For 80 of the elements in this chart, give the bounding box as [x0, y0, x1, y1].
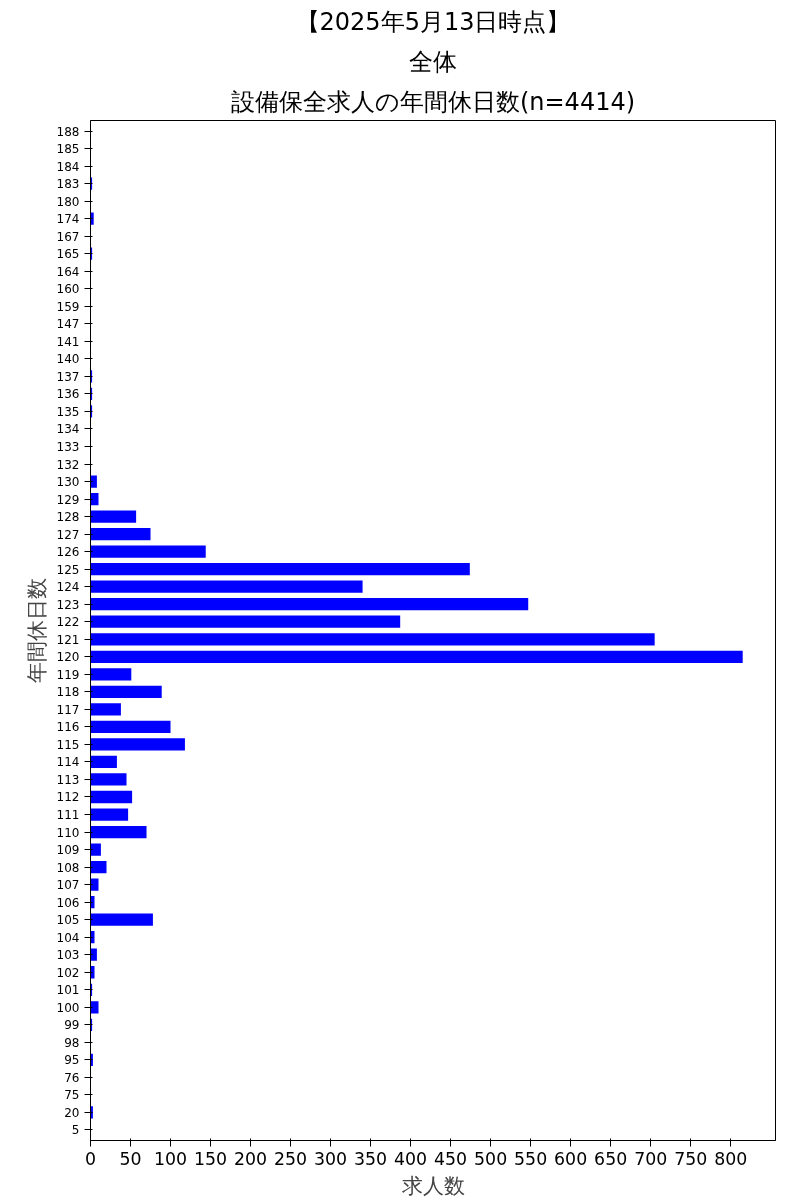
y-tick-label: 174	[56, 212, 80, 227]
y-tick-label: 130	[56, 475, 80, 490]
y-tick-label: 104	[56, 930, 80, 945]
x-tick-label: 100	[153, 1148, 188, 1169]
x-tick-label: 450	[434, 1148, 468, 1169]
y-tick-label: 140	[56, 352, 80, 367]
x-tick-label: 700	[634, 1148, 668, 1169]
y-tick-label: 159	[56, 299, 80, 314]
y-tick-label: 106	[56, 895, 80, 910]
y-tick-label: 180	[56, 194, 80, 209]
y-axis-title: 年間休日数	[23, 578, 49, 683]
y-tick-label: 136	[56, 387, 80, 402]
x-axis-title: 求人数	[401, 1172, 465, 1198]
y-tick-label: 102	[56, 965, 80, 980]
y-tick-label: 109	[56, 843, 80, 858]
x-tick-label: 600	[554, 1148, 588, 1169]
y-tick-label: 129	[56, 492, 80, 507]
y-tick-label: 103	[56, 948, 80, 963]
y-tick-label: 164	[56, 264, 80, 279]
y-tick-label: 124	[56, 580, 80, 595]
y-tick-label: 127	[56, 527, 80, 542]
y-tick-label: 128	[56, 510, 80, 525]
y-tick-label: 184	[56, 159, 80, 174]
x-tick-label: 550	[514, 1148, 548, 1169]
y-tick-label: 107	[56, 878, 80, 893]
x-tick-label: 500	[474, 1148, 508, 1169]
y-tick-label: 160	[56, 282, 80, 297]
y-tick-label: 113	[56, 772, 80, 787]
text: 【2025年5月13日時点】	[295, 7, 571, 36]
y-tick-label: 101	[56, 983, 80, 998]
x-tick-label: 650	[594, 1148, 628, 1169]
y-tick-label: 122	[56, 615, 80, 630]
y-tick-label: 105	[56, 913, 80, 928]
y-tick-label: 116	[56, 720, 80, 735]
y-tick-label: 125	[56, 562, 80, 577]
y-tick-label: 117	[56, 702, 80, 717]
y-tick-label: 108	[56, 860, 80, 875]
y-tick-label: 167	[56, 229, 80, 244]
y-tick-label: 95	[64, 1053, 80, 1068]
y-tick-label: 98	[64, 1035, 80, 1050]
x-tick-label: 250	[274, 1148, 308, 1169]
y-tick-label: 185	[56, 142, 80, 157]
y-tick-label: 137	[56, 369, 80, 384]
x-tick-label: 800	[714, 1148, 748, 1169]
chart-title: 設備保全求人の年間休日数(n=4414)	[230, 87, 636, 116]
y-tick-label: 123	[56, 597, 80, 612]
y-tick-label: 115	[56, 737, 80, 752]
x-tick-label: 50	[119, 1148, 142, 1169]
y-tick-label: 75	[64, 1088, 80, 1103]
y-tick-label: 5	[71, 1123, 80, 1138]
y-tick-label: 188	[56, 124, 80, 139]
y-tick-label: 112	[56, 790, 80, 805]
y-tick-label: 119	[56, 667, 80, 682]
x-tick-label: 750	[674, 1148, 708, 1169]
y-tick-label: 135	[56, 404, 80, 419]
x-tick-label: 400	[394, 1148, 428, 1169]
y-tick-label: 110	[56, 825, 80, 840]
chart-subtitle: 全体	[409, 47, 457, 76]
y-tick-label: 121	[56, 632, 80, 647]
y-tick-label: 76	[64, 1070, 80, 1085]
y-tick-label: 99	[64, 1018, 80, 1033]
y-tick-label: 147	[56, 317, 80, 332]
x-tick-label: 350	[354, 1148, 388, 1169]
y-tick-label: 100	[56, 1000, 80, 1015]
x-tick-label: 300	[314, 1148, 348, 1169]
y-tick-label: 118	[56, 685, 80, 700]
x-tick-label: 200	[234, 1148, 268, 1169]
y-tick-label: 114	[56, 755, 80, 770]
y-tick-label: 134	[56, 422, 80, 437]
y-tick-label: 183	[56, 177, 80, 192]
y-tick-label: 120	[56, 650, 80, 665]
x-tick-label: 150	[194, 1148, 228, 1169]
y-tick-label: 133	[56, 439, 80, 454]
y-tick-label: 20	[64, 1105, 80, 1120]
y-tick-label: 141	[56, 334, 80, 349]
y-tick-label: 111	[56, 808, 80, 823]
y-tick-label: 126	[56, 545, 80, 560]
y-tick-label: 132	[56, 457, 80, 472]
y-tick-label: 165	[56, 247, 80, 262]
x-tick-label: 0	[84, 1148, 97, 1169]
